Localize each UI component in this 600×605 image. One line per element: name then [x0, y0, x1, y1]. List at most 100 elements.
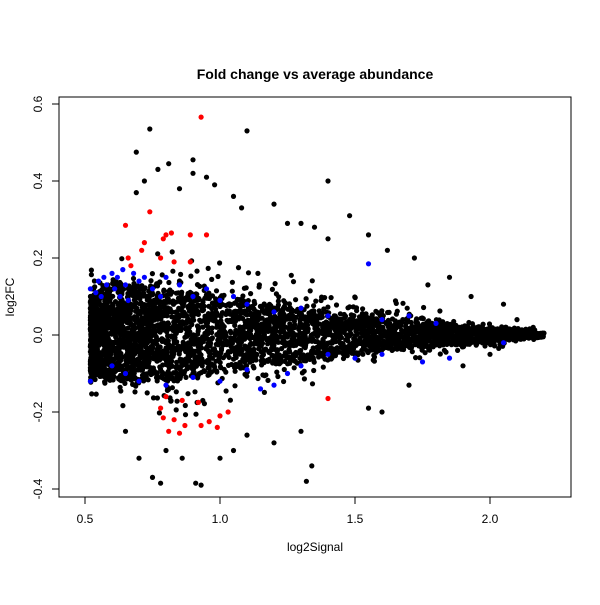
band-point: [217, 336, 223, 342]
blue-point: [352, 355, 358, 361]
blue-point: [104, 282, 110, 288]
band-point: [110, 293, 116, 299]
band-point: [275, 302, 281, 308]
band-point: [165, 338, 171, 344]
band-point: [356, 314, 363, 320]
data-point: [365, 405, 372, 411]
band-point: [385, 309, 391, 316]
band-point: [194, 268, 200, 274]
band-point: [96, 340, 102, 346]
band-point: [145, 328, 151, 334]
band-point: [416, 336, 422, 342]
band-point: [423, 322, 429, 328]
band-point: [269, 286, 275, 292]
band-point: [150, 395, 157, 401]
x-tick-label: 0.5: [77, 512, 94, 526]
band-point: [144, 390, 150, 396]
band-point: [116, 337, 122, 343]
band-point: [409, 349, 415, 355]
blue-point: [217, 297, 223, 303]
y-tick-label: 0.0: [31, 326, 45, 343]
band-point: [170, 333, 176, 340]
band-point: [215, 319, 221, 326]
band-point: [203, 314, 209, 321]
red-point: [128, 263, 134, 269]
band-point: [448, 331, 454, 337]
band-point: [260, 334, 266, 340]
band-point: [149, 271, 155, 277]
band-point: [89, 355, 96, 362]
band-point: [455, 347, 461, 353]
x-axis-label: log2Signal: [287, 540, 343, 554]
band-point: [275, 373, 281, 380]
band-point: [161, 320, 167, 326]
band-point: [241, 331, 247, 337]
blue-point: [298, 305, 304, 311]
band-point: [156, 300, 162, 306]
blue-point: [112, 286, 118, 292]
band-point: [192, 311, 199, 317]
band-point: [267, 318, 274, 324]
red-point: [139, 247, 145, 253]
band-point: [95, 321, 101, 327]
band-point: [95, 353, 101, 359]
band-point: [286, 312, 292, 318]
band-point: [159, 375, 165, 381]
band-point: [335, 331, 341, 337]
band-point: [142, 285, 148, 291]
red-point: [203, 232, 210, 238]
band-point: [123, 357, 130, 363]
data-point: [384, 247, 390, 253]
band-point: [140, 316, 146, 322]
data-point: [500, 301, 507, 307]
band-point: [182, 346, 188, 352]
band-point: [131, 360, 137, 366]
band-point: [353, 328, 359, 334]
band-point: [200, 307, 206, 313]
band-point: [366, 342, 372, 348]
band-point: [132, 289, 139, 295]
band-point: [157, 279, 163, 285]
band-point: [393, 311, 399, 317]
band-point: [98, 335, 104, 341]
band-point: [96, 308, 102, 314]
band-point: [350, 316, 356, 322]
band-point: [437, 308, 443, 314]
band-point: [185, 319, 191, 325]
red-point: [206, 419, 212, 425]
band-point: [468, 333, 474, 339]
band-point: [246, 328, 252, 334]
band-point: [195, 324, 201, 330]
band-point: [376, 320, 382, 327]
band-point: [281, 378, 287, 385]
band-point: [151, 356, 157, 362]
band-point: [232, 322, 238, 328]
band-point: [119, 286, 125, 292]
band-point: [352, 295, 358, 301]
band-point: [116, 307, 122, 313]
data-point: [271, 440, 277, 446]
band-point: [385, 323, 391, 330]
band-point: [224, 338, 230, 344]
band-point: [166, 279, 172, 286]
band-point: [110, 311, 116, 317]
band-point: [319, 310, 325, 316]
band-point: [311, 303, 317, 309]
band-point: [399, 343, 405, 350]
band-point: [201, 401, 207, 407]
band-point: [107, 318, 113, 324]
band-point: [217, 359, 223, 366]
band-point: [355, 319, 361, 325]
data-point: [244, 128, 250, 134]
band-point: [124, 347, 131, 353]
band-point: [517, 335, 523, 341]
band-point: [436, 317, 442, 323]
band-point: [189, 312, 195, 318]
band-point: [296, 311, 302, 317]
band-point: [132, 389, 138, 395]
data-point: [303, 478, 309, 484]
data-point: [309, 463, 315, 469]
band-point: [139, 325, 145, 331]
band-point: [99, 356, 105, 362]
band-point: [87, 293, 94, 300]
